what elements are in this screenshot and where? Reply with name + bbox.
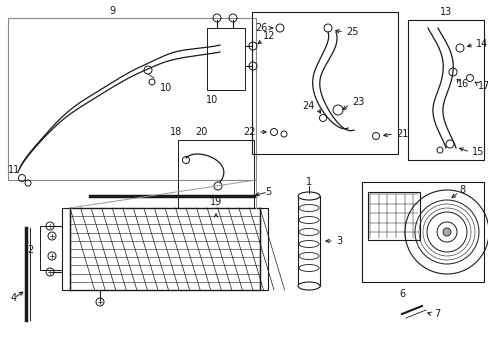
Circle shape xyxy=(48,232,56,240)
Circle shape xyxy=(46,268,54,276)
Bar xyxy=(206,28,244,90)
Text: 17: 17 xyxy=(477,81,488,91)
Text: 26: 26 xyxy=(255,23,267,33)
Text: 8: 8 xyxy=(458,185,464,195)
Text: 13: 13 xyxy=(439,7,451,17)
Text: 4: 4 xyxy=(11,293,17,303)
Bar xyxy=(40,226,62,270)
Ellipse shape xyxy=(297,192,319,200)
Bar xyxy=(8,18,256,180)
Text: 15: 15 xyxy=(471,147,484,157)
Text: 10: 10 xyxy=(205,95,218,105)
Text: 24: 24 xyxy=(302,101,314,111)
Circle shape xyxy=(442,228,450,236)
Text: 10: 10 xyxy=(160,83,172,93)
Text: 7: 7 xyxy=(433,309,439,319)
Text: 18: 18 xyxy=(169,127,182,137)
Text: 6: 6 xyxy=(398,289,404,299)
Text: 19: 19 xyxy=(209,197,222,207)
Text: 16: 16 xyxy=(456,79,468,89)
Text: 22: 22 xyxy=(243,127,256,137)
Circle shape xyxy=(48,252,56,260)
Text: 11: 11 xyxy=(8,165,20,175)
Text: 25: 25 xyxy=(346,27,358,37)
Bar xyxy=(407,20,483,160)
Bar xyxy=(178,140,253,208)
Circle shape xyxy=(96,298,104,306)
Bar xyxy=(251,12,397,154)
Ellipse shape xyxy=(297,282,319,290)
Text: 2: 2 xyxy=(28,245,34,255)
Text: 9: 9 xyxy=(109,6,115,16)
Text: 1: 1 xyxy=(305,177,311,187)
Text: 3: 3 xyxy=(335,236,342,246)
Bar xyxy=(297,196,319,286)
Bar xyxy=(367,192,419,240)
Circle shape xyxy=(46,222,54,230)
Text: 21: 21 xyxy=(395,129,407,139)
Text: 14: 14 xyxy=(475,39,487,49)
Text: 12: 12 xyxy=(263,31,275,41)
Text: 20: 20 xyxy=(195,127,207,137)
Bar xyxy=(260,208,267,290)
Text: 23: 23 xyxy=(351,97,364,107)
Bar xyxy=(361,182,483,282)
Bar xyxy=(62,208,70,290)
Text: 5: 5 xyxy=(264,187,270,197)
